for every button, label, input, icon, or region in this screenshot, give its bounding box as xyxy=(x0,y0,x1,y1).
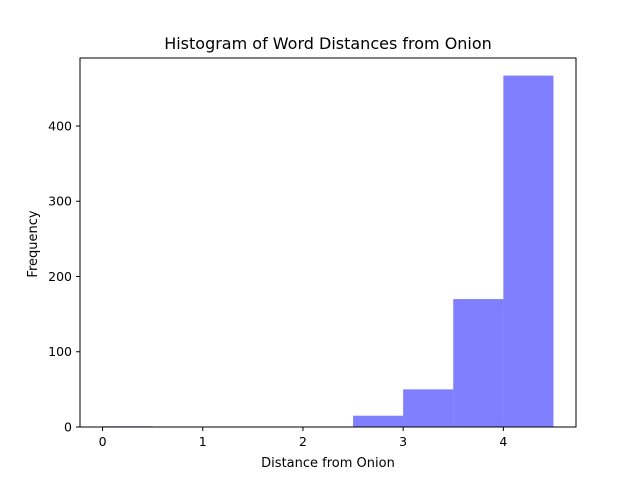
x-axis-label: Distance from Onion xyxy=(261,456,395,471)
y-tick-label-2: 200 xyxy=(48,269,72,284)
histogram-bar-6 xyxy=(403,389,454,427)
histogram-bar-5 xyxy=(353,415,404,427)
x-tick-label-4: 4 xyxy=(499,434,507,449)
x-tick-label-2: 2 xyxy=(299,434,307,449)
x-tick-label-0: 0 xyxy=(99,434,107,449)
y-axis-label: Frequency xyxy=(26,210,41,277)
y-tick-label-4: 400 xyxy=(48,118,72,133)
chart-title: Histogram of Word Distances from Onion xyxy=(164,34,492,53)
plot-frame xyxy=(79,57,577,428)
bars-group xyxy=(102,75,554,428)
y-tick-label-3: 300 xyxy=(48,194,72,209)
x-tick-label-3: 3 xyxy=(399,434,407,449)
y-tick-label-0: 0 xyxy=(64,420,72,435)
histogram-bar-8 xyxy=(503,75,554,428)
axes-group: 0 1 2 3 4 0 100 200 300 400 xyxy=(48,57,577,449)
x-tick-label-1: 1 xyxy=(199,434,207,449)
y-tick-label-1: 100 xyxy=(48,344,72,359)
histogram-bar-7 xyxy=(453,299,504,427)
